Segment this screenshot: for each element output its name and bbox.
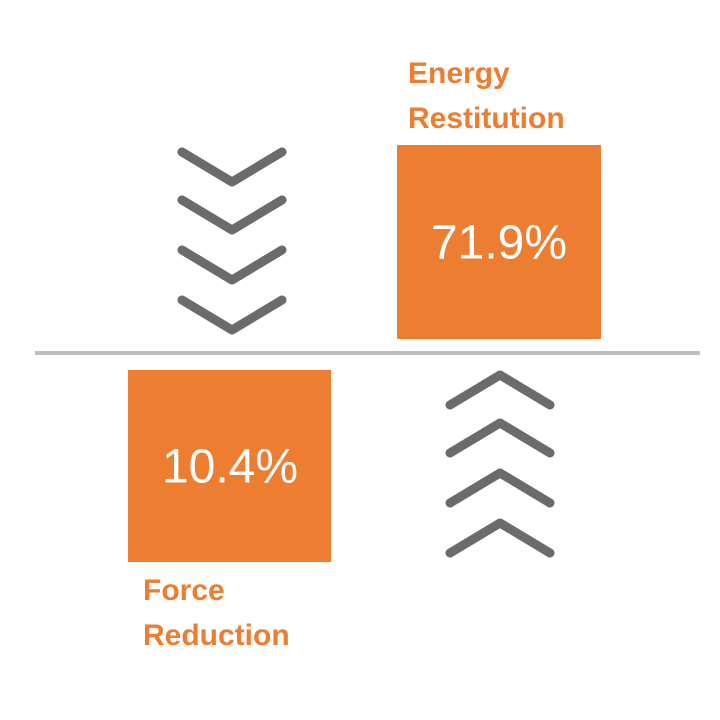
label-line: Restitution — [408, 102, 565, 135]
value-text: 10.4% — [162, 441, 298, 494]
value-box — [397, 145, 601, 339]
chevron — [445, 468, 555, 508]
chevron — [445, 370, 555, 410]
chevron — [177, 245, 287, 285]
value-text: 71.9% — [431, 217, 567, 270]
label-line: Force — [143, 574, 225, 607]
up-chevrons — [445, 370, 555, 558]
chevron — [177, 195, 287, 235]
chevron — [177, 295, 287, 335]
chevron — [177, 147, 287, 187]
down-chevrons — [177, 147, 287, 335]
value-box — [128, 370, 331, 562]
chevron — [445, 518, 555, 558]
label-line: Energy — [408, 57, 510, 90]
label-line: Reduction — [143, 619, 290, 652]
chevron — [445, 418, 555, 458]
